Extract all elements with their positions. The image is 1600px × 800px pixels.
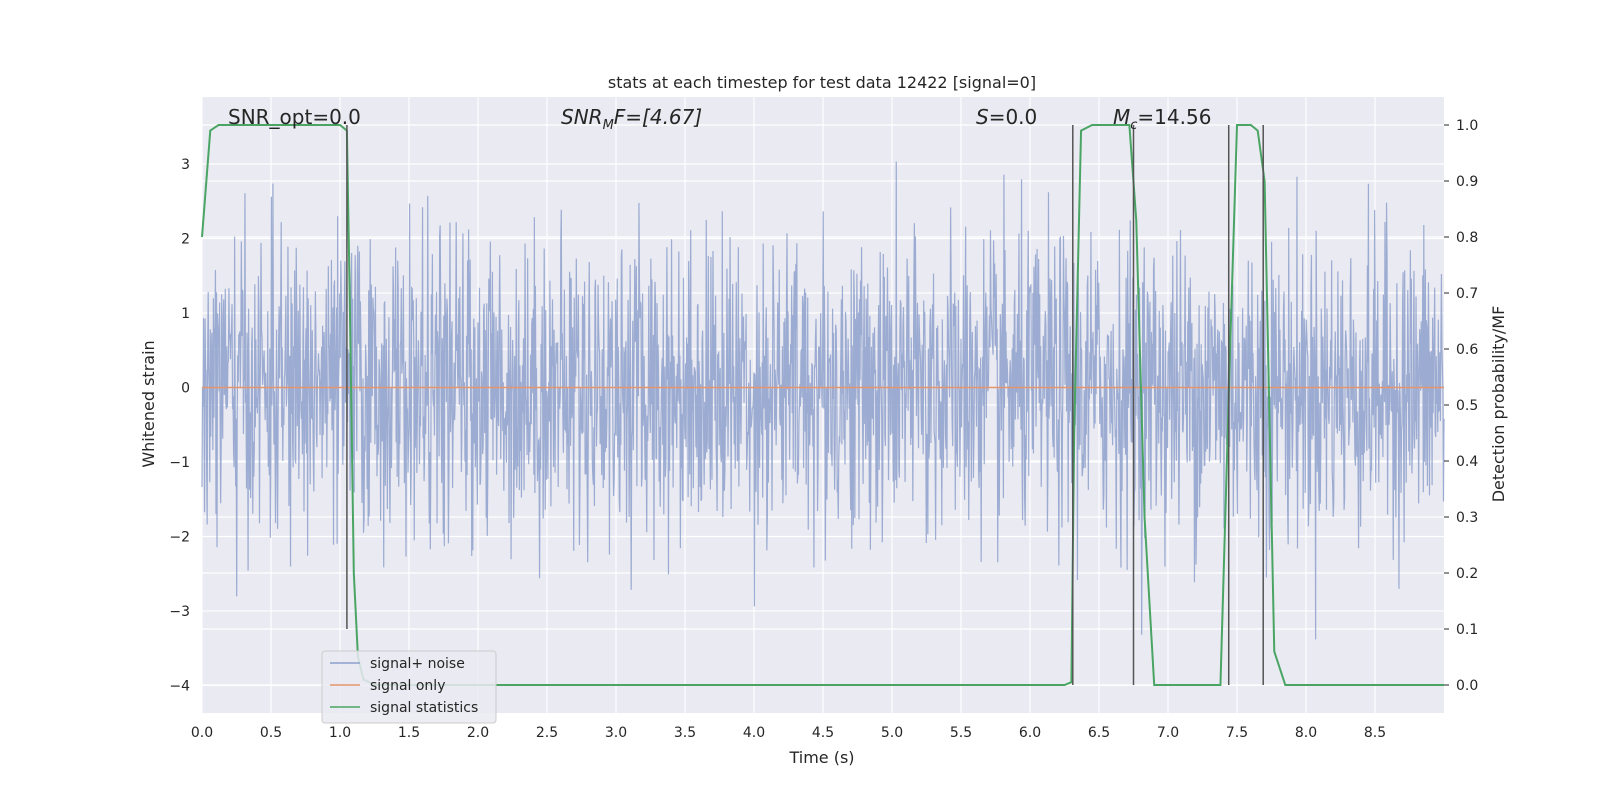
- x-tick-label: 4.0: [743, 725, 765, 741]
- y-tick-label: 2: [181, 232, 190, 248]
- legend-label-signal-statistics: signal statistics: [370, 700, 478, 716]
- vertical-markers: [346, 125, 1264, 685]
- y2-tick-label: 0.3: [1456, 510, 1478, 526]
- chart-title: stats at each timestep for test data 124…: [608, 73, 1036, 92]
- x-tick-label: 1.5: [398, 725, 420, 741]
- y2-axis-label: Detection probability/MF: [1489, 306, 1508, 503]
- x-tick-label: 8.5: [1364, 725, 1386, 741]
- y-tick-label: −3: [169, 604, 190, 620]
- legend-box: [321, 650, 497, 724]
- x-tick-label: 2.5: [536, 725, 558, 741]
- x-tick-label: 5.5: [950, 725, 972, 741]
- series-line-signal-statistics: [201, 124, 1444, 686]
- x-tick-label: 3.5: [674, 725, 696, 741]
- x-tick-label: 6.0: [1019, 725, 1041, 741]
- plot-area: [201, 124, 1445, 686]
- x-tick-label: 5.0: [881, 725, 903, 741]
- y-axis-label: Whitened strain: [139, 340, 158, 467]
- x-tick-label: 7.0: [1157, 725, 1179, 741]
- y2-tick-label: 0.9: [1456, 174, 1478, 190]
- annotation-snr-opt: SNR_opt=0.0: [228, 105, 361, 129]
- y-tick-label: 1: [181, 306, 190, 322]
- legend-label-signal-noise: signal+ noise: [370, 656, 465, 672]
- x-tick-label: 3.0: [605, 725, 627, 741]
- x-tick-label: 6.5: [1088, 725, 1110, 741]
- annotation-s: S=0.0: [976, 105, 1037, 129]
- y2-tick-label: 0.8: [1456, 230, 1478, 246]
- y2-tick-label: 0.5: [1456, 398, 1478, 414]
- series-line-signal-noise: [201, 161, 1445, 640]
- legend: signal+ noise signal only signal statist…: [321, 650, 497, 724]
- y2-tick-label: 0.7: [1456, 286, 1478, 302]
- y-tick-label: 3: [181, 157, 190, 173]
- y2-tick-label: 0.2: [1456, 566, 1478, 582]
- y2-tick-label: 0.0: [1456, 678, 1478, 694]
- x-axis-label: Time (s): [788, 748, 854, 767]
- y-tick-label: 0: [181, 380, 190, 396]
- y-tick-label: −1: [169, 455, 190, 471]
- y2-tick-label: 0.6: [1456, 342, 1478, 358]
- x-tick-label: 0.0: [191, 725, 213, 741]
- legend-label-signal-only: signal only: [370, 678, 445, 694]
- y-tick-label: −4: [169, 678, 190, 694]
- x-tick-label: 4.5: [812, 725, 834, 741]
- y2-tick-label: 0.1: [1456, 622, 1478, 638]
- x-tick-label: 2.0: [467, 725, 489, 741]
- y-tick-label: −2: [169, 529, 190, 545]
- annotation-mc: Mc=14.56: [1113, 105, 1211, 133]
- annotation-snr-mf: SNRMF=[4.67]: [561, 105, 702, 133]
- y2-tick-label: 0.4: [1456, 454, 1478, 470]
- x-axis-ticks: 0.0 0.5 1.0 1.5 2.0 2.5 3.0 3.5 4.0 4.5 5.0 5.5 6.0 6…: [191, 725, 1386, 741]
- x-tick-label: 8.0: [1295, 725, 1317, 741]
- x-tick-label: 0.5: [260, 725, 282, 741]
- y-axis-ticks: −4 −3 −2 −1 0 1 2 3: [169, 157, 190, 694]
- x-tick-label: 1.0: [329, 725, 351, 741]
- y2-axis-ticks: 0.0 0.1 0.2 0.3 0.4 0.5 0.6 0.7 0.8 0.9 1.0: [1444, 118, 1478, 694]
- x-tick-label: 7.5: [1226, 725, 1248, 741]
- y2-tick-label: 1.0: [1456, 118, 1478, 134]
